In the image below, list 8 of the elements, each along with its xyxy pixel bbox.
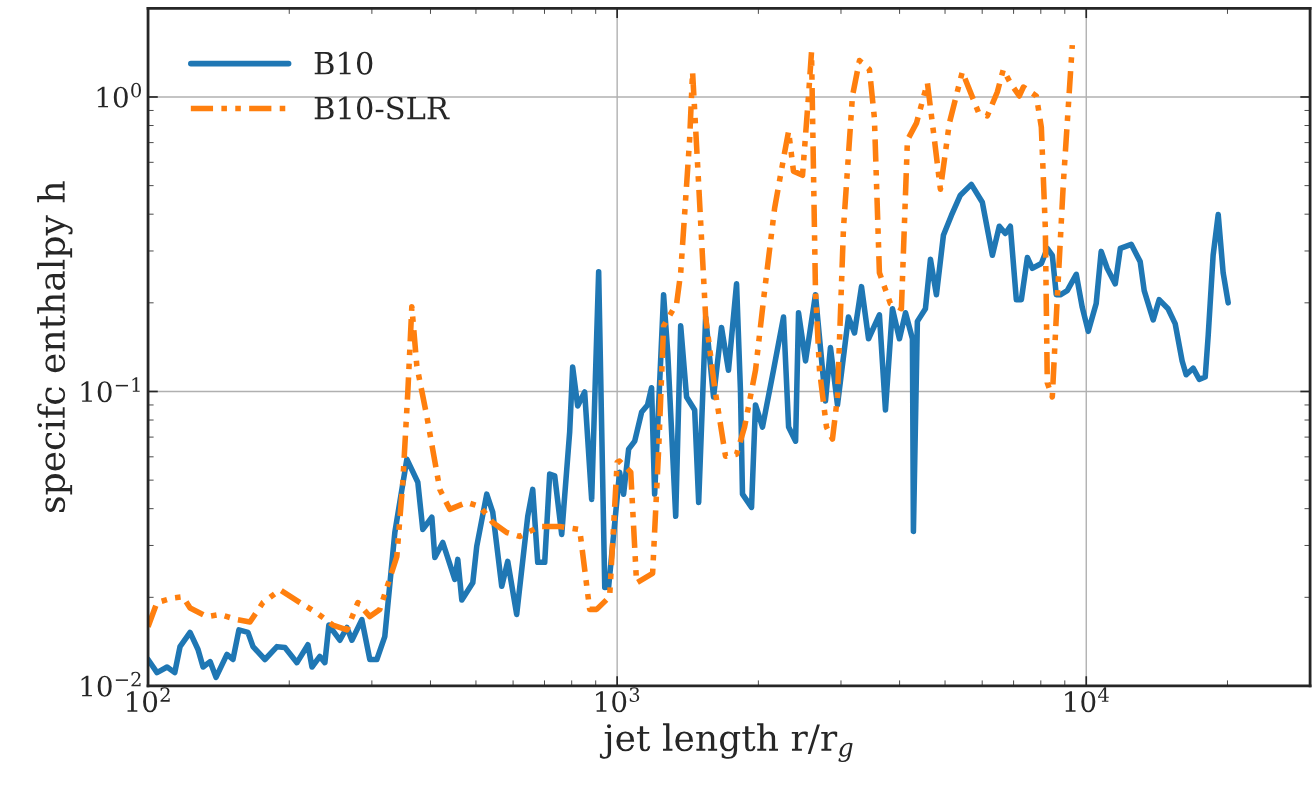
legend-label: B10 (314, 51, 373, 75)
x-tick-label: 10$^{4}$ (1065, 687, 1109, 713)
x-axis-title: jet length r/r$_{g}$ (599, 723, 853, 762)
y-axis-title: specifc enthalpy h (37, 181, 73, 512)
y-tick-label: 10$^{−1}$ (81, 377, 140, 403)
x-tick-label: 10$^{3}$ (596, 687, 640, 713)
y-tick-label: 10$^{0}$ (97, 82, 141, 108)
legend-label: B10-SLR (314, 96, 450, 120)
